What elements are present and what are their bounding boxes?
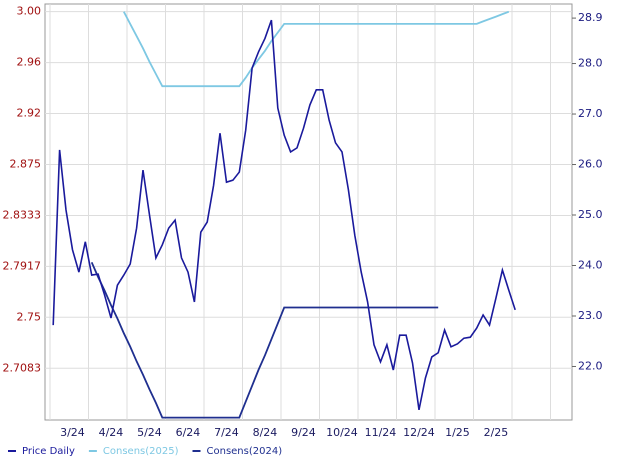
x-tick-label: 9/24 bbox=[291, 426, 316, 439]
y2-tick-label: 28.9 bbox=[578, 11, 603, 24]
y2-tick-label: 23.0 bbox=[578, 309, 603, 322]
x-tick-label: 6/24 bbox=[176, 426, 201, 439]
series-line bbox=[123, 10, 510, 88]
series-line bbox=[90, 261, 439, 419]
y2-tick-label: 22.0 bbox=[578, 359, 603, 372]
plot-area bbox=[44, 3, 573, 421]
y-tick-label: 2.96 bbox=[17, 56, 42, 69]
y-tick-label: 2.7083 bbox=[3, 361, 42, 374]
y2-tick-label: 27.0 bbox=[578, 107, 603, 120]
x-tick-label: 7/24 bbox=[214, 426, 239, 439]
y-tick-label: 2.75 bbox=[17, 310, 42, 323]
y-tick-label: 2.92 bbox=[17, 107, 42, 120]
x-tick-label: 5/24 bbox=[137, 426, 162, 439]
y2-tick-label: 28.0 bbox=[578, 57, 603, 70]
y-tick-label: 2.875 bbox=[10, 157, 42, 170]
y-tick-label: 2.8333 bbox=[3, 208, 42, 221]
x-tick-label: 10/24 bbox=[326, 426, 358, 439]
x-tick-label: 8/24 bbox=[253, 426, 278, 439]
y2-tick-label: 24.0 bbox=[578, 259, 603, 272]
y2-tick-label: 26.0 bbox=[578, 158, 603, 171]
x-tick-label: 11/24 bbox=[365, 426, 397, 439]
x-tick-label: 12/24 bbox=[403, 426, 435, 439]
y-tick-label: 3.00 bbox=[17, 5, 42, 18]
x-tick-label: 2/25 bbox=[484, 426, 509, 439]
legend-label: Consens(2025) bbox=[103, 446, 179, 457]
legend-label: Price Daily bbox=[22, 446, 75, 457]
x-tick-label: 3/24 bbox=[60, 426, 85, 439]
x-tick-label: 1/25 bbox=[445, 426, 470, 439]
legend-label: Consens(2024) bbox=[207, 446, 283, 457]
y-tick-label: 2.7917 bbox=[3, 259, 42, 272]
series-line bbox=[52, 19, 516, 411]
x-tick-label: 4/24 bbox=[99, 426, 124, 439]
y2-tick-label: 25.0 bbox=[578, 208, 603, 221]
